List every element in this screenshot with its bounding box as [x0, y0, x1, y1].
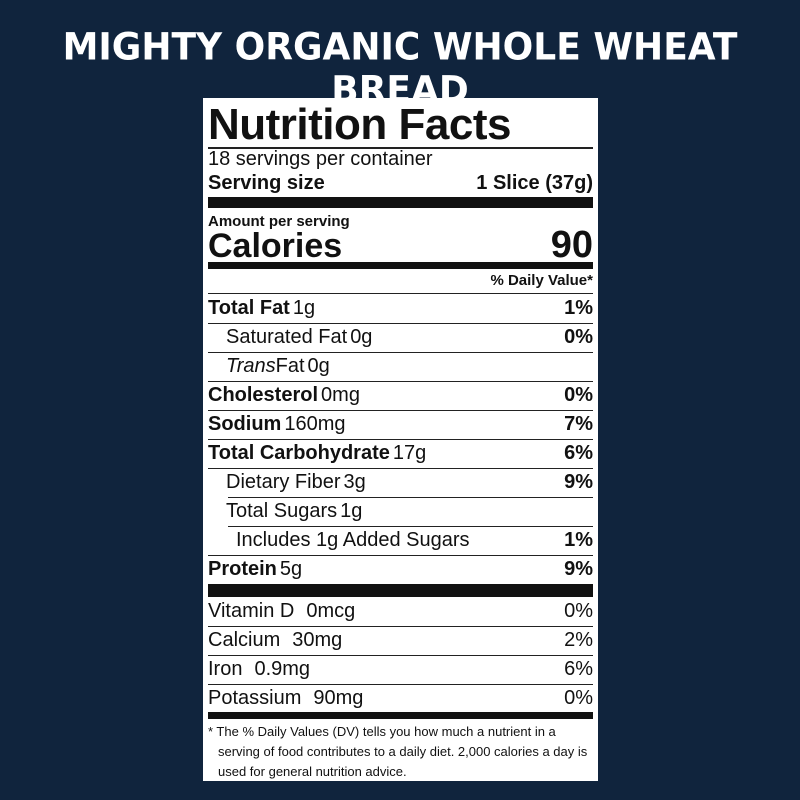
nutrient-amount: 3g: [343, 471, 366, 493]
vitamin-name: Calcium: [208, 629, 281, 651]
vitamin-amount: 0.9mg: [254, 658, 311, 680]
nutrient-name-suffix: Fat: [275, 355, 305, 377]
footnote: * The % Daily Values (DV) tells you how …: [208, 724, 588, 779]
nutrient-daily-value: 0%: [564, 326, 593, 348]
nutrient-amount: 5g: [279, 558, 303, 580]
nutrient-name: Sodium: [208, 413, 282, 435]
vitamin-daily-value: 2%: [564, 629, 593, 651]
divider: [208, 468, 593, 469]
divider: [208, 555, 593, 556]
nutrient-name: Protein: [208, 558, 277, 580]
vitamin-daily-value: 0%: [564, 687, 593, 709]
nutrient-name: Includes 1g Added Sugars: [236, 529, 470, 551]
nutrient-row: Cholesterol 0mg 0%: [208, 381, 593, 410]
nutrient-daily-value: 7%: [564, 413, 593, 435]
calories-row: Calories 90: [208, 224, 593, 267]
daily-value-header: % Daily Value*: [490, 272, 593, 289]
nutrient-row: Includes 1g Added Sugars 1%: [208, 526, 593, 555]
divider-medium: [208, 262, 593, 269]
nutrient-row: Sodium 160mg 7%: [208, 410, 593, 439]
serving-size-label: Serving size: [208, 172, 325, 194]
nutrient-amount: 0mg: [321, 384, 360, 406]
nutrient-daily-value: 9%: [564, 471, 593, 493]
vitamin-row: Iron 0.9mg 6%: [208, 655, 593, 684]
serving-size-value: 1 Slice (37g): [476, 172, 593, 194]
calories-label: Calories: [208, 227, 343, 265]
vitamin-row: Potassium 90mg 0%: [208, 684, 593, 713]
nutrient-name: Total Carbohydrate: [208, 442, 390, 464]
nutrient-row: Saturated Fat 0g 0%: [208, 323, 593, 352]
product-title: MIGHTY ORGANIC WHOLE WHEAT BREAD: [62, 25, 738, 113]
divider: [208, 684, 593, 685]
nutrient-name: Cholesterol: [208, 384, 319, 406]
amount-per-serving: Amount per serving: [208, 213, 350, 230]
nutrient-amount: 0g: [350, 326, 373, 348]
vitamin-amount: 0mcg: [306, 600, 356, 622]
nutrient-name: Dietary Fiber: [226, 471, 341, 493]
divider: [208, 626, 593, 627]
vitamin-amount: 90mg: [313, 687, 364, 709]
divider-thick: [208, 584, 593, 597]
divider: [208, 410, 593, 411]
nutrient-daily-value: 0%: [564, 384, 593, 406]
nutrient-row: Trans Fat 0g: [208, 352, 593, 381]
nutrient-row: Protein 5g 9%: [208, 555, 593, 584]
nutrient-name: Total Sugars: [226, 500, 338, 522]
vitamin-row: Calcium 30mg 2%: [208, 626, 593, 655]
divider: [208, 352, 593, 353]
nutrition-label: Nutrition Facts 18 servings per containe…: [203, 98, 598, 781]
divider: [208, 439, 593, 440]
nutrient-daily-value: 1%: [564, 297, 593, 319]
nutrient-name: Trans: [226, 355, 276, 377]
nutrient-amount: 0g: [307, 355, 330, 377]
vitamin-daily-value: 6%: [564, 658, 593, 680]
divider-medium: [208, 712, 593, 719]
nutrient-daily-value: 1%: [564, 529, 593, 551]
vitamin-amount: 30mg: [292, 629, 343, 651]
servings-per-container: 18 servings per container: [208, 148, 433, 170]
nutrient-amount: 1g: [292, 297, 316, 319]
divider: [208, 655, 593, 656]
nutrient-row: Dietary Fiber 3g 9%: [208, 468, 593, 497]
nutrient-row: Total Fat 1g 1%: [208, 294, 593, 323]
vitamin-name: Potassium: [208, 687, 302, 709]
vitamin-name: Iron: [208, 658, 243, 680]
nutrient-row: Total Sugars 1g: [208, 497, 593, 526]
nutrient-name: Total Fat: [208, 297, 290, 319]
divider-thick: [208, 197, 593, 208]
vitamin-row: Vitamin D 0mcg 0%: [208, 597, 593, 626]
nutrient-daily-value: 6%: [564, 442, 593, 464]
serving-size-row: Serving size 1 Slice (37g): [208, 172, 593, 195]
nutrient-amount: 1g: [340, 500, 363, 522]
nutrient-row: Total Carbohydrate 17g 6%: [208, 439, 593, 468]
divider: [208, 323, 593, 324]
divider: [208, 381, 593, 382]
calories-value: 90: [550, 224, 593, 266]
nutrient-name: Saturated Fat: [226, 326, 348, 348]
nutrient-amount: 160mg: [284, 413, 346, 435]
divider: [228, 526, 593, 527]
vitamin-name: Vitamin D: [208, 600, 295, 622]
vitamin-daily-value: 0%: [564, 600, 593, 622]
label-heading: Nutrition Facts: [208, 100, 511, 149]
nutrient-amount: 17g: [392, 442, 427, 464]
divider: [228, 497, 593, 498]
nutrient-daily-value: 9%: [564, 558, 593, 580]
